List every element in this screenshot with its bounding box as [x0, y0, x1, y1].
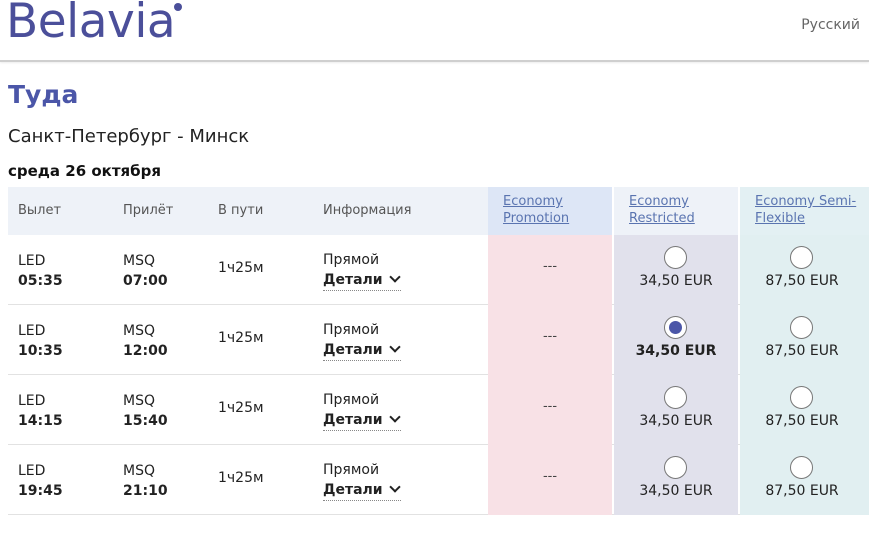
departure-airport: LED: [18, 463, 46, 479]
table-header: Вылет Прилёт В пути Информация Economy Pr…: [8, 187, 869, 235]
arrival-time: 07:00: [123, 273, 168, 289]
fare-price-restricted: 34,50 EUR: [639, 413, 713, 429]
fare-cell-restricted[interactable]: 34,50 EUR: [614, 375, 738, 445]
duration-cell: 1ч25м: [218, 400, 264, 416]
date-label: среда 26 октября: [8, 162, 162, 180]
flight-type: Прямой: [323, 462, 380, 478]
fare-cell-promotion: ---: [488, 375, 612, 445]
fare-cell-restricted[interactable]: 34,50 EUR: [614, 305, 738, 375]
fare-radio-restricted[interactable]: [664, 316, 687, 339]
fare-radio-semi-flexible[interactable]: [790, 456, 813, 479]
departure-airport: LED: [18, 393, 46, 409]
arrival-cell: MSQ 21:10: [123, 461, 218, 501]
col-info: Информация: [313, 187, 488, 235]
fare-header-promotion[interactable]: Economy Promotion: [488, 187, 612, 235]
fare-header-semi-flexible[interactable]: Economy Semi- Flexible: [740, 187, 869, 235]
details-label: Детали: [323, 412, 383, 428]
departure-cell: LED 19:45: [18, 461, 113, 501]
fare-cell-promotion: ---: [488, 305, 612, 375]
fare-radio-restricted[interactable]: [664, 456, 687, 479]
fare-radio-semi-flexible[interactable]: [790, 246, 813, 269]
info-cell: Прямой Детали: [323, 460, 488, 501]
col-duration: В пути: [208, 187, 313, 235]
details-toggle[interactable]: Детали: [323, 270, 401, 291]
flight-type: Прямой: [323, 252, 380, 268]
departure-cell: LED 05:35: [18, 251, 113, 291]
fare-cell-promotion: ---: [488, 445, 612, 515]
col-arrival: Прилёт: [113, 187, 208, 235]
arrival-airport: MSQ: [123, 463, 155, 479]
fare-price-restricted: 34,50 EUR: [639, 483, 713, 499]
duration-cell: 1ч25м: [218, 330, 264, 346]
logo-dot-icon: [174, 3, 182, 11]
flight-type: Прямой: [323, 322, 380, 338]
fare-price-semi-flexible: 87,50 EUR: [765, 343, 839, 359]
fare-cell-promotion: ---: [488, 235, 612, 305]
site-header: Belavia Русский: [0, 0, 869, 62]
flight-type: Прямой: [323, 392, 380, 408]
details-toggle[interactable]: Детали: [323, 340, 401, 361]
departure-time: 10:35: [18, 343, 63, 359]
fare-cell-semi-flexible[interactable]: 87,50 EUR: [740, 445, 869, 515]
fare-radio-restricted[interactable]: [664, 246, 687, 269]
fare-radio-semi-flexible[interactable]: [790, 386, 813, 409]
info-cell: Прямой Детали: [323, 320, 488, 361]
fare-radio-restricted[interactable]: [664, 386, 687, 409]
arrival-time: 15:40: [123, 413, 168, 429]
departure-airport: LED: [18, 323, 46, 339]
page-title: Туда: [8, 80, 79, 109]
fare-cell-semi-flexible[interactable]: 87,50 EUR: [740, 375, 869, 445]
arrival-airport: MSQ: [123, 323, 155, 339]
fare-price-semi-flexible: 87,50 EUR: [765, 483, 839, 499]
fare-unavailable: ---: [542, 469, 558, 484]
arrival-time: 12:00: [123, 343, 168, 359]
belavia-logo[interactable]: Belavia: [6, 0, 176, 49]
fare-cell-semi-flexible[interactable]: 87,50 EUR: [740, 305, 869, 375]
route-label: Санкт-Петербург - Минск: [8, 126, 250, 147]
arrival-airport: MSQ: [123, 393, 155, 409]
details-label: Детали: [323, 342, 383, 358]
details-toggle[interactable]: Детали: [323, 410, 401, 431]
language-switch[interactable]: Русский: [801, 17, 860, 33]
details-label: Детали: [323, 482, 383, 498]
info-cell: Прямой Детали: [323, 390, 488, 431]
departure-time: 14:15: [18, 413, 63, 429]
duration-cell: 1ч25м: [218, 260, 264, 276]
departure-time: 19:45: [18, 483, 63, 499]
flight-row: LED 10:35 MSQ 12:00 1ч25м Прямой Детали …: [8, 305, 869, 375]
fare-price-restricted: 34,50 EUR: [639, 273, 713, 289]
flight-row: LED 05:35 MSQ 07:00 1ч25м Прямой Детали …: [8, 235, 869, 305]
departure-cell: LED 10:35: [18, 321, 113, 361]
fare-unavailable: ---: [542, 329, 558, 344]
fare-cell-restricted[interactable]: 34,50 EUR: [614, 235, 738, 305]
fare-header-restricted[interactable]: Economy Restricted: [614, 187, 738, 235]
departure-cell: LED 14:15: [18, 391, 113, 431]
fare-price-restricted: 34,50 EUR: [635, 343, 717, 359]
arrival-cell: MSQ 12:00: [123, 321, 218, 361]
arrival-cell: MSQ 07:00: [123, 251, 218, 291]
flight-row: LED 19:45 MSQ 21:10 1ч25м Прямой Детали …: [8, 445, 869, 515]
departure-airport: LED: [18, 253, 46, 269]
departure-time: 05:35: [18, 273, 63, 289]
chevron-down-icon: [388, 481, 401, 493]
flight-row: LED 14:15 MSQ 15:40 1ч25м Прямой Детали …: [8, 375, 869, 445]
fare-cell-semi-flexible[interactable]: 87,50 EUR: [740, 235, 869, 305]
chevron-down-icon: [388, 411, 401, 423]
fare-unavailable: ---: [542, 399, 558, 414]
arrival-airport: MSQ: [123, 253, 155, 269]
col-departure: Вылет: [8, 187, 113, 235]
fare-radio-semi-flexible[interactable]: [790, 316, 813, 339]
info-cell: Прямой Детали: [323, 250, 488, 291]
fare-price-semi-flexible: 87,50 EUR: [765, 273, 839, 289]
duration-cell: 1ч25м: [218, 470, 264, 486]
arrival-cell: MSQ 15:40: [123, 391, 218, 431]
chevron-down-icon: [388, 341, 401, 353]
details-label: Детали: [323, 272, 383, 288]
arrival-time: 21:10: [123, 483, 168, 499]
details-toggle[interactable]: Детали: [323, 480, 401, 501]
fare-price-semi-flexible: 87,50 EUR: [765, 413, 839, 429]
fare-unavailable: ---: [542, 259, 558, 274]
fare-cell-restricted[interactable]: 34,50 EUR: [614, 445, 738, 515]
chevron-down-icon: [388, 271, 401, 283]
